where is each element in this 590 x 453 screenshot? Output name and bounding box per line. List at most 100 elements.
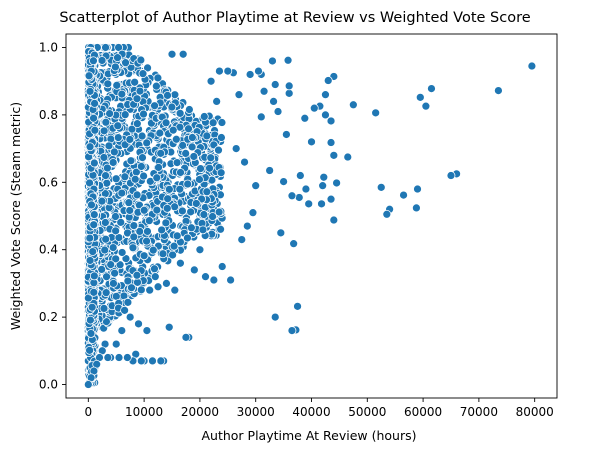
data-point	[217, 134, 225, 142]
y-tick-label: 0.2	[39, 310, 58, 324]
data-point	[157, 149, 165, 157]
data-point	[327, 139, 335, 147]
data-point	[188, 143, 196, 151]
data-point	[138, 132, 146, 140]
data-point	[246, 70, 254, 78]
data-point	[153, 174, 161, 182]
data-point	[149, 246, 157, 254]
data-point	[217, 169, 225, 177]
data-point	[176, 109, 184, 117]
x-tick-label: 70000	[460, 405, 498, 419]
x-tick-label: 50000	[348, 405, 386, 419]
data-point	[125, 199, 133, 207]
data-point	[130, 222, 138, 230]
data-point	[154, 283, 162, 291]
data-point	[133, 95, 141, 103]
data-point	[179, 141, 187, 149]
data-point	[285, 89, 293, 97]
data-point	[227, 276, 235, 284]
data-point	[195, 175, 203, 183]
data-point	[104, 80, 112, 88]
data-point	[162, 219, 170, 227]
data-point	[109, 158, 117, 166]
data-point	[84, 381, 92, 389]
data-point	[133, 120, 141, 128]
data-point	[302, 185, 310, 193]
data-point	[143, 139, 151, 147]
data-point	[86, 143, 94, 151]
data-point	[209, 119, 217, 127]
data-point	[102, 172, 110, 180]
data-point	[143, 227, 151, 235]
data-point	[91, 99, 99, 107]
data-point	[126, 135, 134, 143]
data-point	[280, 178, 288, 186]
data-point	[171, 91, 179, 99]
data-point	[170, 242, 178, 250]
data-point	[214, 146, 222, 154]
data-point	[173, 159, 181, 167]
data-point	[185, 106, 193, 114]
data-point	[85, 72, 93, 80]
data-point	[284, 56, 292, 64]
data-point	[330, 216, 338, 224]
data-point	[271, 81, 279, 89]
data-point	[90, 211, 98, 219]
points-layer	[84, 43, 536, 388]
data-point	[201, 273, 209, 281]
data-point	[427, 85, 435, 93]
data-point	[91, 126, 99, 134]
data-point	[169, 126, 177, 134]
data-point	[203, 188, 211, 196]
data-point	[123, 354, 131, 362]
data-point	[187, 208, 195, 216]
data-point	[260, 87, 268, 95]
data-point	[349, 101, 357, 109]
data-point	[190, 152, 198, 160]
data-point	[145, 217, 153, 225]
data-point	[154, 74, 162, 82]
x-axis-ticks: 0 10000 20000 30000 40000 50000 60000 70000 8000…	[84, 398, 553, 419]
data-point	[140, 252, 148, 260]
data-point	[416, 93, 424, 101]
x-tick-label: 80000	[516, 405, 554, 419]
data-point	[295, 193, 303, 201]
data-point	[122, 59, 130, 67]
data-point	[218, 119, 226, 127]
data-point	[383, 210, 391, 218]
data-point	[109, 279, 117, 287]
data-point	[173, 232, 181, 240]
x-tick-label: 60000	[404, 405, 442, 419]
data-point	[127, 157, 135, 165]
data-point	[165, 185, 173, 193]
data-point	[105, 142, 113, 150]
data-point	[163, 204, 171, 212]
y-tick-label: 0.0	[39, 378, 58, 392]
data-point	[126, 206, 134, 214]
data-point	[288, 192, 296, 200]
data-point	[414, 185, 422, 193]
data-point	[129, 244, 137, 252]
data-point	[90, 272, 98, 280]
data-point	[179, 50, 187, 58]
data-point	[171, 286, 179, 294]
data-point	[185, 125, 193, 133]
data-point	[200, 211, 208, 219]
data-point	[243, 222, 251, 230]
data-point	[140, 206, 148, 214]
y-tick-label: 1.0	[39, 40, 58, 54]
data-point	[235, 91, 243, 99]
data-point	[207, 154, 215, 162]
data-point	[155, 163, 163, 171]
data-point	[162, 279, 170, 287]
data-point	[148, 357, 156, 365]
data-point	[111, 269, 119, 277]
data-point	[308, 138, 316, 146]
data-point	[90, 288, 98, 296]
data-point	[305, 200, 313, 208]
data-point	[232, 145, 240, 153]
data-point	[124, 298, 132, 306]
data-point	[146, 286, 154, 294]
data-point	[274, 108, 282, 116]
data-point	[139, 70, 147, 78]
